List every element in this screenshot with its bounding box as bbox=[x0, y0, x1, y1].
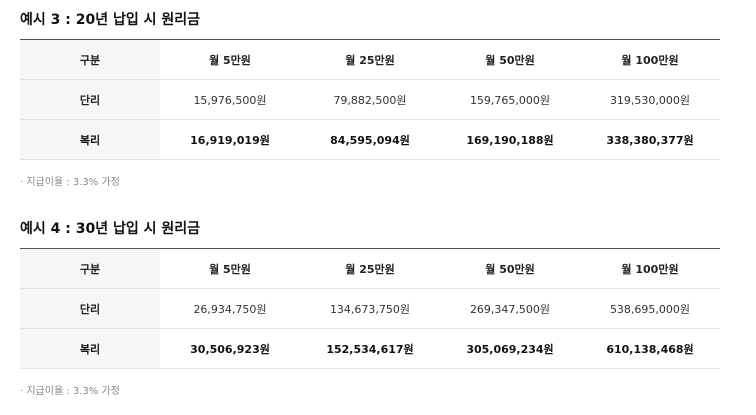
table-cell: 610,138,468원 bbox=[580, 328, 720, 369]
table-cell: 84,595,094원 bbox=[300, 119, 440, 160]
table-row: 복리 30,506,923원 152,534,617원 305,069,234원 610… bbox=[20, 328, 720, 369]
header-cell: 월 100만원 bbox=[580, 248, 720, 289]
table-cell: 338,380,377원 bbox=[580, 119, 720, 160]
table-cell: 79,882,500원 bbox=[300, 79, 440, 120]
table-cell: 159,765,000원 bbox=[440, 79, 580, 120]
table-cell: 복리 bbox=[20, 328, 160, 369]
header-cell: 월 50만원 bbox=[440, 248, 580, 289]
table: 구분 월 5만원 월 25만원 월 50만원 월 100만원 단리 26,934,750원 1… bbox=[20, 248, 720, 369]
table-cell: 단리 bbox=[20, 288, 160, 329]
header-cell: 구분 bbox=[20, 39, 160, 80]
header-cell: 월 5만원 bbox=[160, 248, 300, 289]
header-cell: 월 100만원 bbox=[580, 39, 720, 80]
table-cell: 30,506,923원 bbox=[160, 328, 300, 369]
table-cell: 152,534,617원 bbox=[300, 328, 440, 369]
header-row: 구분 월 5만원 월 25만원 월 50만원 월 100만원 bbox=[20, 39, 720, 80]
header-cell: 월 50만원 bbox=[440, 39, 580, 80]
table-cell: 단리 bbox=[20, 79, 160, 120]
table-row: 복리 16,919,019원 84,595,094원 169,190,188원 338,… bbox=[20, 119, 720, 160]
table-cell: 538,695,000원 bbox=[580, 288, 720, 329]
table: 구분 월 5만원 월 25만원 월 50만원 월 100만원 단리 15,976,500원 7… bbox=[20, 39, 720, 160]
table-row: 단리 15,976,500원 79,882,500원 159,765,000원 319,… bbox=[20, 79, 720, 120]
table-cell: 26,934,750원 bbox=[160, 288, 300, 329]
table-cell: 복리 bbox=[20, 119, 160, 160]
table-cell: 15,976,500원 bbox=[160, 79, 300, 120]
table-cell: 319,530,000원 bbox=[580, 79, 720, 120]
header-cell: 월 25만원 bbox=[300, 39, 440, 80]
header-cell: 월 5만원 bbox=[160, 39, 300, 80]
note: · 지급이율 : 3.3% 가정 bbox=[20, 386, 120, 397]
section-title: 예시 3 : 20년 납입 시 원리금 bbox=[20, 12, 200, 28]
table-row: 단리 26,934,750원 134,673,750원 269,347,500원 538… bbox=[20, 288, 720, 329]
header-cell: 구분 bbox=[20, 248, 160, 289]
header-cell: 월 25만원 bbox=[300, 248, 440, 289]
table-cell: 269,347,500원 bbox=[440, 288, 580, 329]
header-row: 구분 월 5만원 월 25만원 월 50만원 월 100만원 bbox=[20, 248, 720, 289]
table-cell: 134,673,750원 bbox=[300, 288, 440, 329]
table-cell: 169,190,188원 bbox=[440, 119, 580, 160]
table-cell: 16,919,019원 bbox=[160, 119, 300, 160]
table-cell: 305,069,234원 bbox=[440, 328, 580, 369]
section-title: 예시 4 : 30년 납입 시 원리금 bbox=[20, 221, 200, 237]
note: · 지급이율 : 3.3% 가정 bbox=[20, 177, 120, 188]
